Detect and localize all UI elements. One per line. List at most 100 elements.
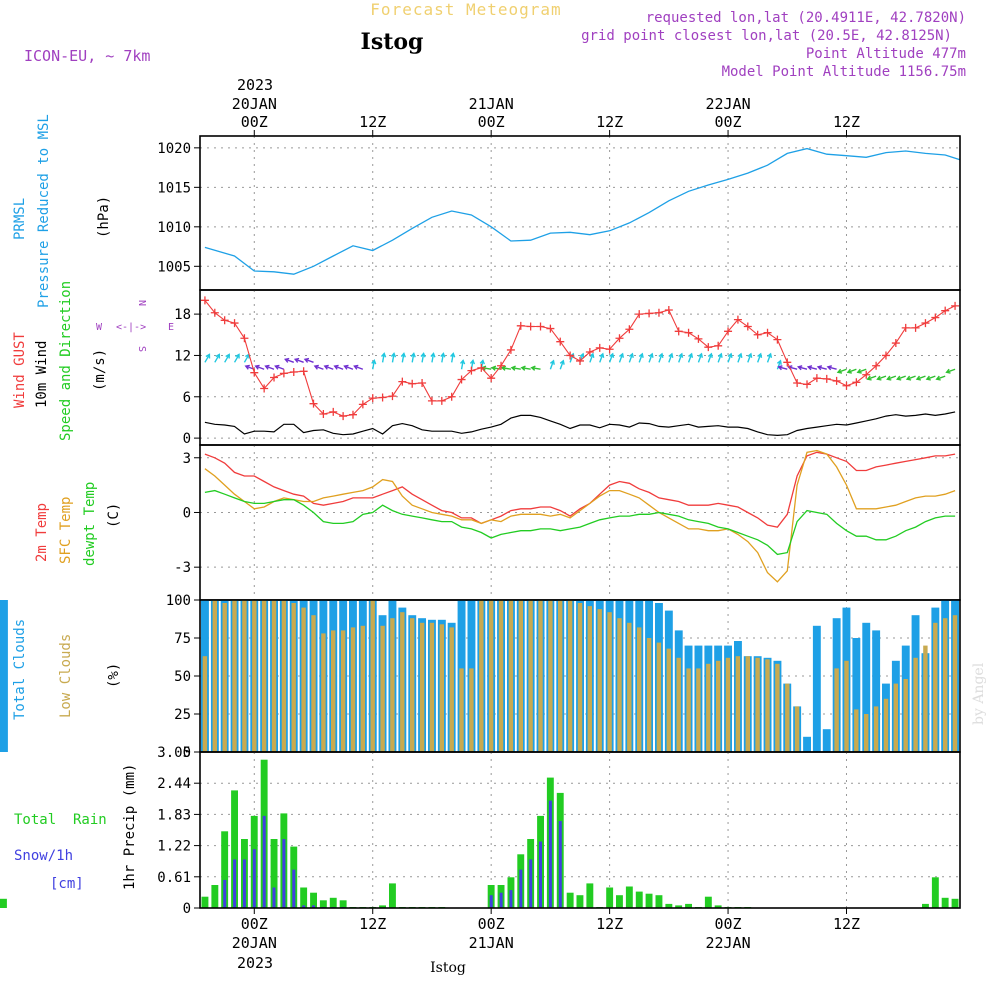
wind-arrow — [559, 360, 564, 370]
bar-low_clouds — [242, 600, 247, 752]
bar-low_clouds — [419, 622, 425, 752]
temp-unit: (C) — [106, 503, 122, 528]
bar-low_clouds — [439, 624, 444, 752]
bar-rain — [329, 897, 337, 908]
bar-low_clouds — [232, 600, 237, 752]
wind-arrow-head — [678, 352, 684, 358]
bar-low_clouds — [844, 660, 849, 752]
bar-snow — [558, 821, 562, 908]
total-clouds-label: Total Clouds — [12, 619, 28, 720]
wind-arrow-head — [323, 364, 329, 370]
wind10-label: 10m Wind — [34, 341, 50, 408]
ytick-label-clouds: 50 — [174, 669, 191, 685]
gust-marker — [941, 306, 950, 315]
wind-arrow-head — [717, 352, 723, 358]
gust-marker — [901, 323, 910, 332]
wind-arrow-head — [353, 364, 359, 370]
wind-arrow — [501, 366, 512, 370]
bar-low_clouds — [864, 714, 869, 752]
precip-labels: Total Rain Snow/1h [cm] 1hr Precip (mm) — [14, 764, 138, 892]
bar-low_clouds — [281, 600, 287, 752]
ytick-label-clouds: 100 — [166, 593, 191, 609]
wind-arrow — [877, 375, 887, 380]
series-t2m — [204, 451, 956, 528]
bar-low_clouds — [380, 625, 385, 752]
wind-arrow-head — [905, 375, 912, 381]
low-clouds-label: Low Clouds — [58, 634, 74, 718]
gust-marker — [566, 351, 575, 360]
top-hour-label: 12Z — [833, 113, 860, 131]
bar-low_clouds — [311, 615, 316, 752]
bar-low_clouds — [498, 600, 504, 752]
bar-low_clouds — [745, 656, 750, 752]
gust-marker — [200, 296, 209, 305]
wind-arrow — [381, 353, 385, 363]
wind-gust-label: Wind GUST — [12, 332, 28, 408]
wind-arrow — [776, 360, 782, 370]
wind-arrow — [857, 368, 867, 373]
bar-rain — [922, 903, 929, 908]
gust-marker — [595, 343, 604, 352]
wind-arrow — [599, 353, 604, 363]
cloud-labels: Total Clouds Low Clouds (%) — [12, 619, 122, 720]
wind-arrow-head — [846, 368, 852, 374]
panel-wind: 0 6 12 18 — [174, 289, 961, 447]
wind-arrow-head — [490, 365, 497, 371]
gust-marker — [299, 367, 308, 376]
bar-low_clouds — [518, 600, 523, 752]
wind-arrow — [589, 353, 594, 363]
wind-arrow-head — [609, 352, 615, 358]
gust-marker — [368, 394, 377, 403]
wind-arrow-head — [628, 352, 634, 358]
wind-arrow-head — [469, 359, 476, 365]
bar-rain — [339, 900, 347, 908]
bar-low_clouds — [666, 648, 671, 752]
bar-low_clouds — [646, 638, 652, 752]
bar-rain — [704, 896, 712, 908]
wind-arrow-head — [886, 375, 892, 381]
bar-low_clouds — [676, 657, 681, 752]
bar-low_clouds — [449, 627, 454, 752]
bar-low_clouds — [370, 600, 375, 752]
bar-low_clouds — [913, 657, 918, 752]
gust-marker — [951, 301, 960, 310]
bar-low_clouds — [933, 622, 938, 752]
wind-arrow-head — [559, 359, 565, 365]
bar-snow — [509, 890, 513, 908]
bar-low_clouds — [390, 618, 395, 752]
bar-low_clouds — [212, 600, 217, 752]
gust-marker — [309, 399, 318, 408]
bar-low_clouds — [400, 612, 405, 752]
wind-arrow — [521, 366, 531, 370]
bar-total_clouds — [852, 638, 861, 752]
wind-arrow-head — [697, 352, 703, 358]
wind-arrow-head — [727, 352, 733, 358]
bar-snow — [223, 879, 227, 908]
wind-arrow — [608, 353, 614, 363]
gust-marker — [684, 328, 693, 337]
gust-marker — [526, 322, 535, 331]
wind-labels: Wind GUST 10m Wind Speed and Direction (… — [12, 281, 174, 441]
wind-arrow — [827, 366, 837, 370]
wind-arrow-head — [293, 357, 300, 363]
wind-arrow — [766, 353, 772, 363]
bar-low_clouds — [222, 603, 227, 752]
compass-e: E — [168, 322, 174, 333]
bar-low_clouds — [469, 668, 474, 752]
wind-arrow — [294, 358, 304, 363]
pressure-labels: PRMSL Pressure Reduced to MSL (hPa) — [12, 114, 112, 308]
wind-arrow — [492, 366, 502, 370]
gust-marker — [832, 376, 841, 385]
gust-marker — [931, 313, 940, 322]
bar-low_clouds — [597, 609, 602, 752]
bar-rain — [635, 891, 643, 908]
snow-label: Snow/1h — [14, 848, 73, 864]
series-pressure — [204, 147, 961, 275]
wind-arrow-head — [806, 365, 813, 371]
wind-arrow-head — [826, 365, 832, 371]
wind-arrow — [778, 366, 788, 370]
gust-marker — [398, 377, 407, 386]
bar-low_clouds — [656, 642, 662, 752]
wind-arrow-head — [244, 364, 250, 370]
bar-snow — [262, 815, 266, 908]
